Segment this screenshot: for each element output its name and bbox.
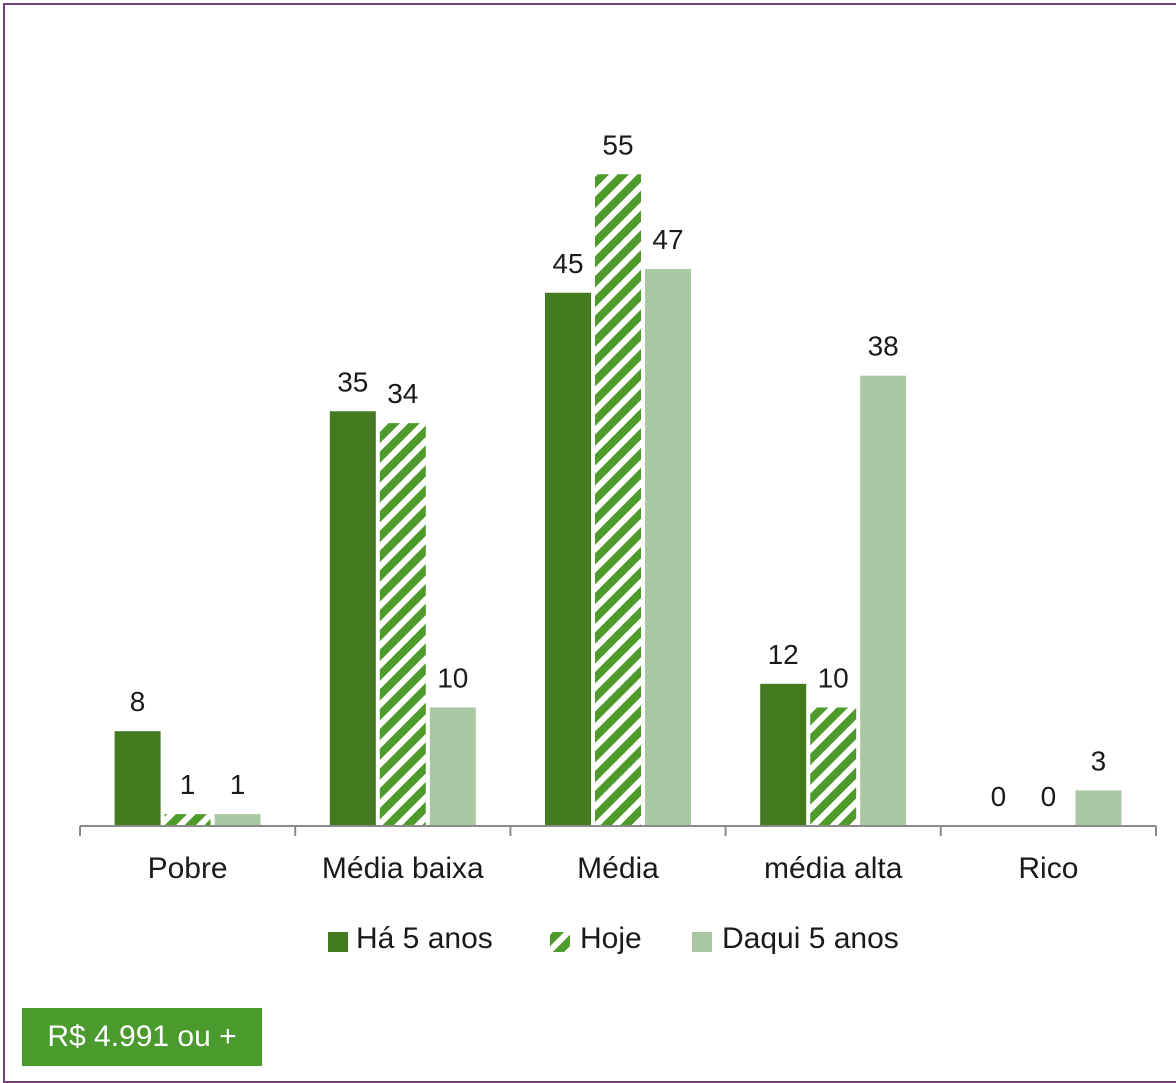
data-label: 10 [437,663,468,694]
bars-layer [114,174,1122,826]
data-label: 47 [652,224,683,255]
income-range-badge: R$ 4.991 ou + [22,1008,262,1066]
legend-label: Hoje [580,922,642,955]
data-labels-layer: 8 1 1 35 34 10 45 55 47 12 10 38 0 0 3 [130,129,1106,812]
x-tick-label: média alta [764,852,903,885]
x-axis: Pobre Média baixa Média média alta Rico [79,825,1157,885]
data-label: 35 [337,366,368,397]
bar-média-alta-series-0 [760,683,807,826]
x-tick-label: Média baixa [322,852,484,885]
legend-swatch [550,932,570,952]
bar-média-baixa-series-2 [429,707,476,826]
bar-média-series-0 [545,292,591,826]
bar-média-series-1 [595,174,641,826]
data-label: 45 [552,248,583,279]
bar-média-series-2 [645,269,691,826]
bar-pobre-series-1 [164,814,211,826]
bar-média-baixa-series-0 [329,411,376,826]
bar-média-alta-series-2 [860,375,907,826]
x-tick-label: Média [577,852,659,885]
data-label: 12 [768,639,799,670]
data-label: 3 [1091,745,1107,776]
data-label: 0 [991,781,1007,812]
legend-swatch [328,932,348,952]
bar-rico-series-2 [1075,790,1122,826]
bar-pobre-series-2 [214,814,261,826]
x-tick-label: Rico [1018,852,1078,885]
data-label: 1 [180,769,196,800]
legend: Há 5 anos Hoje Daqui 5 anos [328,922,899,955]
data-label: 55 [602,129,633,160]
legend-swatch [692,932,712,952]
data-label: 38 [868,331,899,362]
bar-pobre-series-0 [114,731,161,826]
legend-label: Há 5 anos [356,922,493,955]
data-label: 34 [387,378,418,409]
bar-média-alta-series-1 [810,707,857,826]
data-label: 1 [230,769,246,800]
bar-média-baixa-series-1 [379,423,426,826]
data-label: 0 [1041,781,1057,812]
data-label: 8 [130,686,146,717]
data-label: 10 [818,663,849,694]
x-tick-label: Pobre [148,852,228,885]
legend-label: Daqui 5 anos [722,922,899,955]
